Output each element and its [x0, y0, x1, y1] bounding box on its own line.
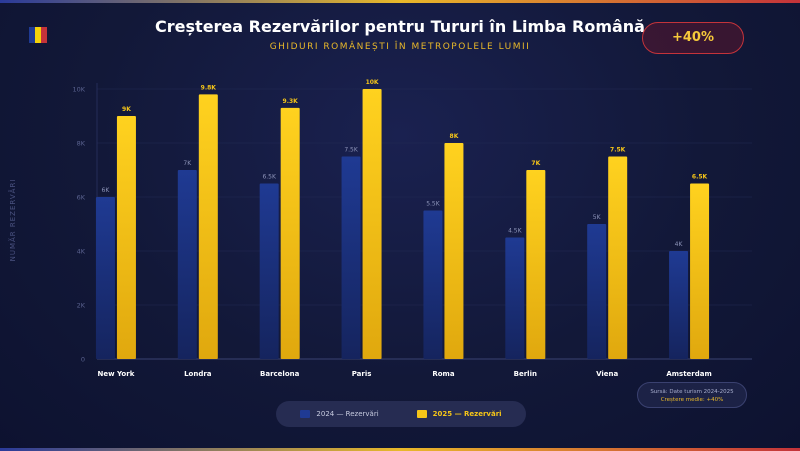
- data-label: 5K: [593, 214, 602, 221]
- legend-swatch-2025: [416, 410, 427, 418]
- x-tick-label: Paris: [352, 370, 372, 378]
- legend-label-2025: 2025 — Rezervări: [432, 410, 502, 418]
- x-tick-label: Barcelona: [260, 370, 300, 378]
- bar-2025: [444, 143, 464, 359]
- legend-item-2025[interactable]: 2025 — Rezervări: [416, 410, 502, 418]
- growth-line: Creștere medie: +40%: [660, 397, 724, 403]
- bar-2024: [669, 251, 689, 359]
- data-label: 7.5K: [344, 147, 359, 154]
- data-label: 6.5K: [262, 174, 277, 181]
- bar-2025: [198, 94, 218, 360]
- bar-2025: [690, 183, 710, 359]
- chart-subtitle: GHIDURI ROMÂNEȘTI ÎN METROPOLELE LUMII: [269, 42, 531, 52]
- bar-2024: [423, 210, 443, 359]
- growth-badge: +40%: [642, 22, 744, 54]
- x-tick-label: New York: [98, 370, 135, 378]
- y-tick-label: 2K: [77, 302, 86, 310]
- data-label: 6.5K: [692, 174, 708, 181]
- bar-2025: [526, 170, 546, 359]
- legend-label-2024: 2024 — Rezervări: [316, 410, 379, 418]
- y-tick-label: 0: [81, 356, 85, 364]
- flag-stripe-blue: [29, 27, 35, 43]
- bar-2024: [95, 197, 115, 359]
- bar-2025: [280, 107, 300, 360]
- source-note: Sursă: Date turism 2024-2025 Creștere me…: [637, 382, 747, 408]
- y-tick-label: 10K: [72, 86, 85, 94]
- data-label: 4.5K: [508, 228, 523, 235]
- data-label: 8K: [450, 133, 459, 140]
- x-tick-label: Amsterdam: [666, 370, 711, 378]
- data-label: 7K: [183, 160, 192, 167]
- legend-item-2024[interactable]: 2024 — Rezervări: [300, 410, 379, 418]
- bar-2024: [259, 183, 279, 359]
- top-accent-bar: [0, 0, 800, 3]
- data-label: 7.5K: [610, 147, 626, 154]
- legend: 2024 — Rezervări 2025 — Rezervări: [276, 401, 526, 427]
- bar-2024: [587, 224, 607, 359]
- x-tick-label: Viena: [596, 370, 618, 378]
- bar-2025: [362, 89, 382, 359]
- x-tick-label: Londra: [184, 370, 212, 378]
- legend-swatch-2024: [300, 410, 311, 418]
- x-tick-label: Berlin: [514, 370, 537, 378]
- bar-2025: [116, 116, 136, 359]
- flag-stripe-yellow: [35, 27, 41, 43]
- romania-flag-icon: [29, 27, 47, 43]
- flag-stripe-red: [41, 27, 47, 43]
- data-label: 9.8K: [201, 84, 217, 91]
- chart-title: Creșterea Rezervărilor pentru Tururi în …: [155, 17, 645, 36]
- data-label: 9K: [122, 106, 131, 113]
- data-label: 4K: [675, 241, 684, 248]
- x-tick-label: Roma: [432, 370, 454, 378]
- bottom-accent-bar: [0, 448, 800, 451]
- bar-2025: [608, 156, 628, 359]
- source-line: Sursă: Date turism 2024-2025: [650, 389, 734, 395]
- bar-2024: [505, 237, 525, 359]
- data-label: 5.5K: [426, 201, 441, 208]
- data-label: 6K: [102, 187, 111, 194]
- bar-2024: [177, 170, 197, 359]
- y-tick-label: 6K: [77, 194, 86, 202]
- data-label: 10K: [366, 79, 379, 86]
- y-tick-label: 4K: [77, 248, 86, 256]
- bar-2024: [341, 156, 361, 359]
- data-label: 7K: [531, 160, 540, 167]
- y-tick-label: 8K: [77, 140, 86, 148]
- data-label: 9.3K: [283, 98, 299, 105]
